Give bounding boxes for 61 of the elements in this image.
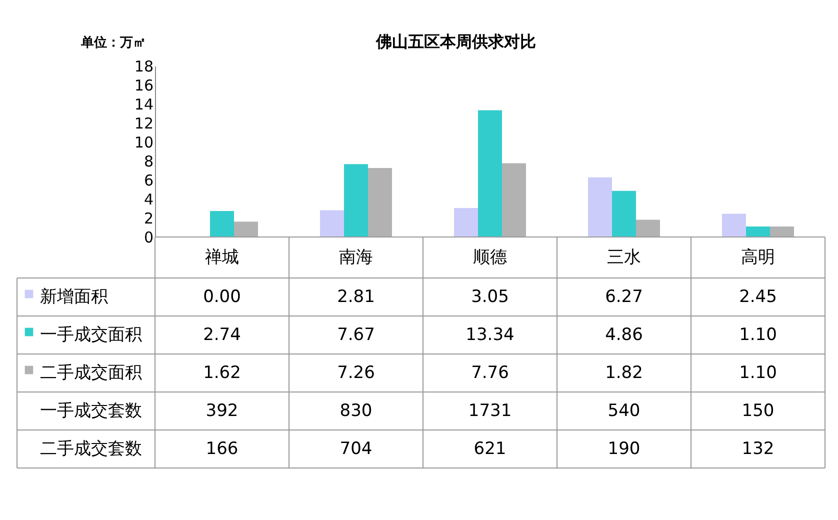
y-tick-label: 2: [144, 210, 154, 228]
text: 540: [608, 401, 640, 421]
y-tick-label: 18: [134, 58, 154, 76]
bar: [636, 220, 660, 237]
bar: [612, 190, 636, 237]
bar: [478, 110, 502, 237]
bar: [746, 226, 770, 237]
data-label: 1.10: [739, 363, 777, 383]
x-tick-label: 南海: [339, 248, 373, 268]
data-label: 7.26: [337, 363, 375, 383]
y-tick-label: 0: [144, 228, 154, 246]
legend-label: 新增面积: [40, 287, 108, 307]
data-label: 2.45: [739, 287, 777, 307]
bar: [320, 210, 344, 237]
y-tick-label: 4: [144, 190, 154, 208]
bar: [368, 168, 392, 237]
x-tick-label: 禅城: [205, 248, 239, 268]
bar: [502, 163, 526, 237]
data-label: 3.05: [471, 287, 509, 307]
y-axis-title: 单位：万㎡: [80, 34, 146, 50]
chart-title: 佛山五区本周供求对比: [375, 32, 536, 51]
bar: [588, 177, 612, 237]
text: 1731: [468, 401, 512, 421]
bar: [722, 214, 746, 237]
data-label: 6.27: [605, 287, 643, 307]
text: 621: [474, 439, 506, 459]
y-tick-label: 12: [134, 114, 154, 132]
x-tick-label: 高明: [741, 248, 775, 268]
y-tick-label: 8: [144, 152, 154, 170]
data-label: 7.76: [471, 363, 509, 383]
text: 132: [742, 439, 774, 459]
y-tick-label: 16: [134, 76, 154, 94]
legend-label: 一手成交面积: [40, 325, 142, 345]
x-tick-label: 三水: [607, 248, 641, 268]
data-label: 2.81: [337, 287, 375, 307]
text: 830: [340, 401, 372, 421]
y-tick-label: 6: [144, 172, 154, 190]
text: 392: [206, 401, 238, 421]
y-tick-label: 10: [134, 134, 154, 152]
data-label: 1.82: [605, 363, 643, 383]
y-tick-label: 14: [134, 96, 154, 114]
bar: [770, 226, 794, 237]
text: 一手成交套数: [40, 401, 142, 421]
data-label: 7.67: [337, 325, 375, 345]
bar: [210, 210, 234, 237]
text: 166: [206, 439, 238, 459]
legend-label: 二手成交面积: [40, 363, 142, 383]
x-tick-label: 顺德: [473, 248, 507, 268]
text: 150: [742, 401, 774, 421]
bar: [454, 208, 478, 237]
bar: [234, 222, 258, 237]
bar: [344, 164, 368, 237]
data-label: 4.86: [605, 325, 643, 345]
data-label: 0.00: [203, 287, 241, 307]
data-label: 1.62: [203, 363, 241, 383]
text: 704: [340, 439, 372, 459]
data-label: 1.10: [739, 325, 777, 345]
text: 二手成交套数: [40, 439, 142, 459]
data-label: 2.74: [203, 325, 241, 345]
data-label: 13.34: [466, 325, 514, 345]
text: 190: [608, 439, 640, 459]
